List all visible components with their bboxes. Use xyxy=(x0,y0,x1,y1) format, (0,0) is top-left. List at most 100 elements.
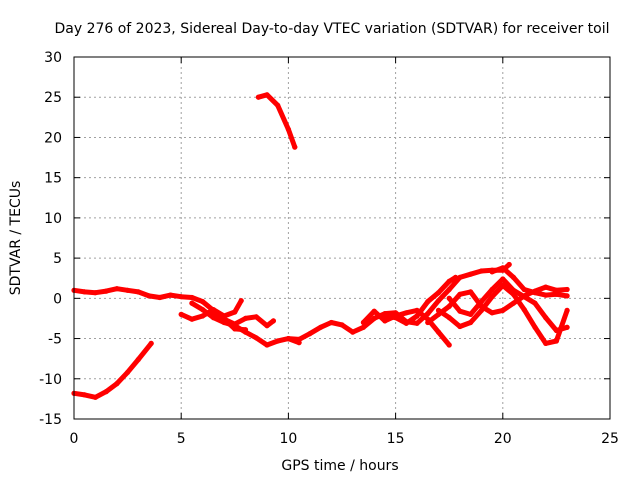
data-point xyxy=(553,287,560,293)
grid xyxy=(74,57,610,419)
data-point xyxy=(242,315,249,321)
data-point xyxy=(468,311,474,317)
series-arc-8 xyxy=(360,307,452,348)
data-point xyxy=(103,288,109,294)
data-point xyxy=(543,340,549,346)
chart-title: Day 276 of 2023, Sidereal Day-to-day VTE… xyxy=(54,21,609,37)
data-point xyxy=(82,392,88,398)
data-point xyxy=(135,356,141,363)
data-point xyxy=(360,319,366,326)
y-tick-label: -15 xyxy=(39,412,62,428)
data-point xyxy=(318,324,324,330)
data-point xyxy=(292,144,298,150)
data-point xyxy=(264,323,270,329)
series-arc-5 xyxy=(210,311,276,329)
data-point xyxy=(543,284,549,290)
data-point xyxy=(457,291,463,297)
data-point xyxy=(478,268,484,274)
data-point xyxy=(425,319,431,326)
data-point xyxy=(478,307,484,313)
data-point xyxy=(489,269,495,275)
y-tick-label: 10 xyxy=(44,211,62,227)
x-tick-label: 10 xyxy=(279,431,297,447)
data-point xyxy=(275,102,281,108)
data-point xyxy=(148,340,154,346)
data-point xyxy=(264,92,270,98)
series-arc-6 xyxy=(255,92,298,150)
data-point xyxy=(510,287,517,293)
data-point xyxy=(457,323,463,330)
data-point xyxy=(446,286,452,293)
data-point xyxy=(178,311,184,317)
series-line xyxy=(255,92,298,150)
y-tick-label: 20 xyxy=(44,130,62,146)
data-point xyxy=(457,274,463,280)
y-tick-label: 15 xyxy=(44,171,62,187)
data-point xyxy=(200,313,206,319)
data-point xyxy=(371,308,377,314)
data-point xyxy=(521,286,527,293)
data-point xyxy=(210,307,216,313)
y-tick-label: 0 xyxy=(53,291,62,307)
x-tick-label: 15 xyxy=(387,431,405,447)
data-point xyxy=(232,309,238,315)
data-point xyxy=(200,299,206,305)
data-point xyxy=(468,319,474,326)
data-point xyxy=(446,315,452,321)
data-point xyxy=(270,318,276,324)
data-point xyxy=(382,318,388,324)
series-arc-2 xyxy=(71,286,249,333)
data-point xyxy=(446,278,452,284)
data-point xyxy=(157,294,163,301)
data-point xyxy=(167,292,174,298)
data-point xyxy=(500,282,506,289)
data-point xyxy=(453,274,459,280)
data-point xyxy=(510,300,517,306)
data-point xyxy=(564,293,570,299)
series-arc-11 xyxy=(435,282,570,346)
series-arc-12 xyxy=(446,276,570,334)
data-point xyxy=(425,299,431,305)
data-point xyxy=(296,336,302,342)
data-point xyxy=(553,338,560,344)
x-axis-label: GPS time / hours xyxy=(281,458,398,474)
data-point xyxy=(500,265,506,271)
data-point xyxy=(285,126,291,132)
data-point xyxy=(457,308,463,314)
data-point xyxy=(135,289,141,295)
data-point xyxy=(532,300,538,306)
data-point xyxy=(92,290,98,296)
series-arc-1 xyxy=(71,340,154,400)
x-axis-ticks: 0 5 10 15 20 25 xyxy=(70,57,619,447)
series-line xyxy=(285,262,512,342)
y-tick-label: 30 xyxy=(44,50,62,66)
data-point xyxy=(425,311,431,317)
data-point xyxy=(506,261,512,268)
data-point xyxy=(146,293,152,299)
data-point xyxy=(446,342,452,348)
data-point xyxy=(532,324,538,330)
data-point xyxy=(532,290,538,296)
data-point xyxy=(371,315,377,321)
y-tick-label: -10 xyxy=(39,372,62,388)
data-point xyxy=(435,329,442,335)
data-point xyxy=(178,294,184,300)
data-point xyxy=(307,331,313,337)
data-point xyxy=(285,336,291,342)
data-point xyxy=(500,307,506,313)
data-point xyxy=(446,295,452,301)
data-point xyxy=(553,291,560,297)
series-arc-9 xyxy=(382,274,459,326)
data-point xyxy=(339,322,345,328)
data-point xyxy=(543,292,549,298)
data-point xyxy=(489,286,495,293)
data-point xyxy=(92,394,98,400)
data-point xyxy=(414,320,420,326)
data-point xyxy=(435,290,442,296)
data-point xyxy=(468,289,474,295)
data-point xyxy=(232,321,238,327)
y-axis-label: SDTVAR / TECUs xyxy=(8,181,24,296)
data-point xyxy=(543,315,549,321)
data-point xyxy=(82,289,88,295)
data-point xyxy=(114,381,120,387)
